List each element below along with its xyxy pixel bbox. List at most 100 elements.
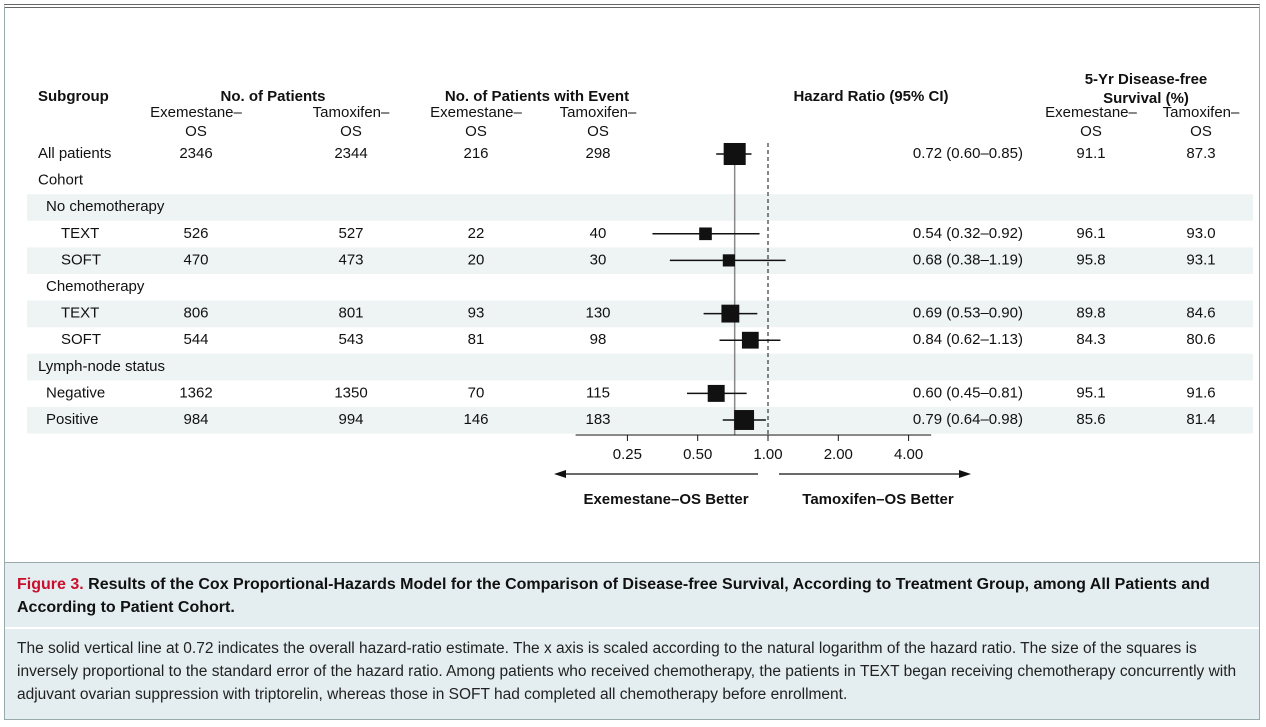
arm-header: OS bbox=[340, 123, 362, 140]
cell-value: 473 bbox=[338, 251, 363, 268]
row-label: Lymph-node status bbox=[38, 358, 165, 375]
figure: Subgroup No. of Patients No. of Patients w… bbox=[4, 4, 1260, 720]
column-header: No. of Patients with Event bbox=[445, 88, 629, 105]
row-stripe bbox=[27, 300, 1253, 328]
arm-header: OS bbox=[587, 123, 609, 140]
row-label: TEXT bbox=[61, 305, 99, 322]
cell-value: 22 bbox=[468, 225, 485, 242]
cell-value: 70 bbox=[468, 384, 485, 401]
cell-value: 40 bbox=[590, 225, 607, 242]
row-label: Negative bbox=[46, 384, 105, 401]
cell-value: 1362 bbox=[179, 384, 212, 401]
cell-value: 20 bbox=[468, 251, 485, 268]
cell-value: 95.1 bbox=[1076, 384, 1105, 401]
hr-label: 0.69 (0.53–0.90) bbox=[913, 305, 1023, 322]
hr-label: 0.79 (0.64–0.98) bbox=[913, 411, 1023, 428]
direction-label: Tamoxifen–OS Better bbox=[802, 491, 954, 508]
cell-value: 89.8 bbox=[1076, 305, 1105, 322]
cell-value: 93.1 bbox=[1186, 251, 1215, 268]
row-stripe bbox=[27, 194, 1253, 221]
cell-value: 30 bbox=[590, 251, 607, 268]
arm-header: Exemestane– bbox=[150, 104, 242, 121]
caption: Figure 3. Results of the Cox Proportiona… bbox=[5, 562, 1259, 719]
cell-value: 1350 bbox=[334, 384, 367, 401]
row-stripe bbox=[27, 353, 1253, 381]
x-tick-label: 0.50 bbox=[683, 446, 712, 463]
hr-label: 0.54 (0.32–0.92) bbox=[913, 225, 1023, 242]
cell-value: 85.6 bbox=[1076, 411, 1105, 428]
arm-header: Tamoxifen– bbox=[1163, 104, 1240, 121]
cell-value: 91.6 bbox=[1186, 384, 1215, 401]
cell-value: 84.3 bbox=[1076, 331, 1105, 348]
x-tick-label: 0.25 bbox=[613, 446, 642, 463]
cell-value: 801 bbox=[338, 305, 363, 322]
row-label: No chemotherapy bbox=[46, 198, 165, 215]
cell-value: 527 bbox=[338, 225, 363, 242]
hr-label: 0.60 (0.45–0.81) bbox=[913, 384, 1023, 401]
cell-value: 130 bbox=[585, 305, 610, 322]
x-tick-label: 2.00 bbox=[824, 446, 853, 463]
cell-value: 95.8 bbox=[1076, 251, 1105, 268]
arm-header: Exemestane– bbox=[1045, 104, 1137, 121]
row-label: Cohort bbox=[38, 172, 84, 189]
cell-value: 93.0 bbox=[1186, 225, 1215, 242]
cell-value: 2346 bbox=[179, 145, 212, 162]
cell-value: 543 bbox=[338, 331, 363, 348]
hr-square bbox=[741, 331, 759, 349]
arm-header: OS bbox=[465, 123, 487, 140]
cell-value: 526 bbox=[183, 225, 208, 242]
cell-value: 544 bbox=[183, 331, 208, 348]
figure-label: Figure 3. bbox=[17, 576, 84, 593]
hr-square bbox=[734, 410, 755, 430]
column-header: No. of Patients bbox=[220, 88, 325, 105]
caption-text: The solid vertical line at 0.72 indicate… bbox=[17, 640, 1237, 703]
arm-header: OS bbox=[185, 123, 207, 140]
cell-value: 2344 bbox=[334, 145, 367, 162]
cell-value: 96.1 bbox=[1076, 225, 1105, 242]
row-label: SOFT bbox=[61, 331, 101, 348]
arm-header: Exemestane– bbox=[430, 104, 522, 121]
cell-value: 87.3 bbox=[1186, 145, 1215, 162]
caption-title: Figure 3. Results of the Cox Proportiona… bbox=[5, 563, 1259, 629]
figure-title: Results of the Cox Proportional-Hazards … bbox=[17, 576, 1210, 616]
forest-plot: Subgroup No. of Patients No. of Patients w… bbox=[27, 71, 1253, 508]
cell-value: 806 bbox=[183, 305, 208, 322]
hr-label: 0.72 (0.60–0.85) bbox=[913, 145, 1023, 162]
row-label: SOFT bbox=[61, 251, 101, 268]
cell-value: 298 bbox=[585, 145, 610, 162]
arrow-head bbox=[554, 470, 566, 478]
row-stripe bbox=[27, 247, 1253, 274]
arm-header: OS bbox=[1190, 123, 1212, 140]
row-label: Chemotherapy bbox=[46, 278, 145, 295]
hr-square bbox=[722, 254, 735, 267]
cell-value: 98 bbox=[590, 331, 607, 348]
cell-value: 84.6 bbox=[1186, 305, 1215, 322]
cell-value: 183 bbox=[585, 411, 610, 428]
cell-value: 216 bbox=[463, 145, 488, 162]
cell-value: 91.1 bbox=[1076, 145, 1105, 162]
cell-value: 80.6 bbox=[1186, 331, 1215, 348]
x-tick-label: 4.00 bbox=[894, 446, 923, 463]
row-label: All patients bbox=[38, 145, 111, 162]
hr-square bbox=[721, 304, 740, 323]
cell-value: 93 bbox=[468, 305, 485, 322]
hr-label: 0.68 (0.38–1.19) bbox=[913, 251, 1023, 268]
cell-value: 146 bbox=[463, 411, 488, 428]
row-label: Positive bbox=[46, 411, 99, 428]
cell-value: 115 bbox=[586, 384, 610, 401]
hr-square bbox=[707, 384, 725, 402]
column-header: 5-Yr Disease-free bbox=[1085, 71, 1208, 88]
hr-square bbox=[699, 227, 712, 241]
column-header: Hazard Ratio (95% CI) bbox=[793, 88, 948, 105]
cell-value: 984 bbox=[183, 411, 208, 428]
row-label: TEXT bbox=[61, 225, 99, 242]
hr-square bbox=[723, 142, 746, 166]
cell-value: 81 bbox=[468, 331, 485, 348]
column-header: Subgroup bbox=[38, 88, 109, 105]
cell-value: 994 bbox=[338, 411, 363, 428]
cell-value: 470 bbox=[183, 251, 208, 268]
arrow-head bbox=[959, 470, 971, 478]
row-stripe bbox=[27, 407, 1253, 434]
column-header: Survival (%) bbox=[1103, 90, 1189, 107]
direction-label: Exemestane–OS Better bbox=[583, 491, 748, 508]
